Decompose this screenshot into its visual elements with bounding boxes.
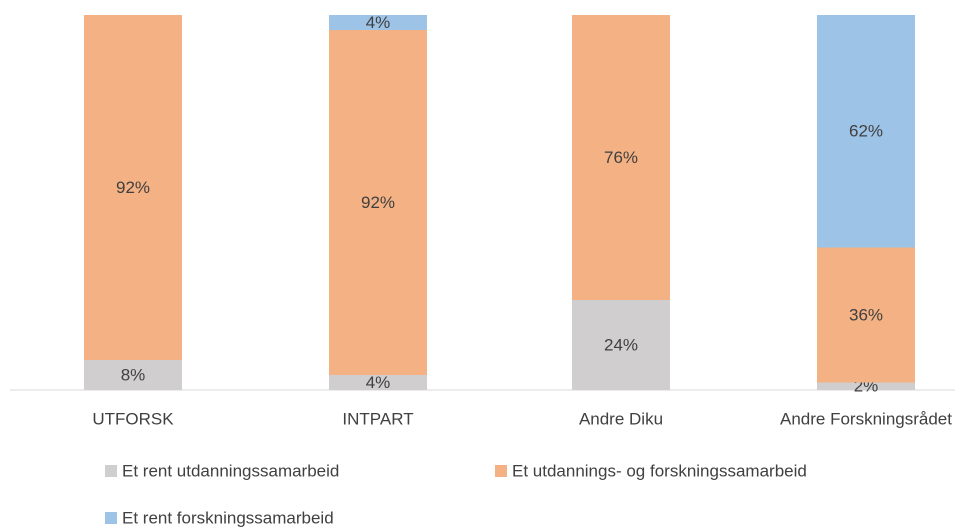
x-tick-label: Andre Diku bbox=[579, 409, 663, 428]
bar-segment bbox=[329, 15, 427, 30]
legend-label: Et rent forskningssamarbeid bbox=[122, 508, 334, 527]
data-label: 92% bbox=[361, 193, 395, 212]
data-label: 76% bbox=[604, 148, 638, 167]
legend-label: Et rent utdanningssamarbeid bbox=[122, 461, 339, 480]
data-label: 4% bbox=[366, 13, 391, 32]
data-label: 8% bbox=[121, 365, 146, 384]
bar-segment bbox=[817, 382, 915, 390]
legend-swatch bbox=[495, 465, 507, 477]
x-tick-label: INTPART bbox=[342, 409, 413, 428]
bar-segment bbox=[817, 247, 915, 383]
bar-segment bbox=[572, 15, 670, 300]
data-label: 24% bbox=[604, 335, 638, 354]
x-tick-label: Andre Forskningsrådet bbox=[780, 409, 952, 428]
legend-swatch bbox=[105, 465, 117, 477]
data-label: 36% bbox=[849, 305, 883, 324]
data-label: 92% bbox=[116, 178, 150, 197]
bar-segment bbox=[329, 375, 427, 390]
x-tick-label: UTFORSK bbox=[92, 409, 174, 428]
bar-segment bbox=[329, 30, 427, 375]
bar-segment bbox=[84, 360, 182, 390]
bar-segment bbox=[817, 15, 915, 248]
bar-segment bbox=[572, 300, 670, 390]
legend-label: Et utdannings- og forskningssamarbeid bbox=[512, 461, 807, 480]
data-label: 62% bbox=[849, 122, 883, 141]
legend-swatch bbox=[105, 512, 117, 524]
data-label: 4% bbox=[366, 373, 391, 392]
bar-segment bbox=[84, 15, 182, 360]
